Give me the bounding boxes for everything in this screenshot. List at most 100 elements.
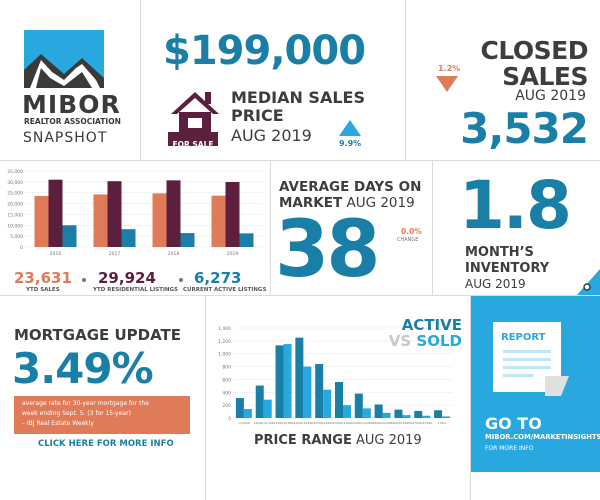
mortgage-desc-box: average rate for 30-year mortgage for th… bbox=[14, 396, 190, 434]
logo-panel: MIBOR REALTOR ASSOCIATION SNAPSHOT bbox=[0, 0, 140, 160]
price-bar-7-1 bbox=[382, 412, 391, 418]
price-range-title: PRICE RANGE AUG 2019 bbox=[254, 433, 422, 448]
price-bar-6-0 bbox=[354, 393, 363, 418]
price-bar-2-0 bbox=[275, 345, 284, 418]
price-bar-0-1 bbox=[243, 409, 252, 418]
price-bar-10-0 bbox=[434, 410, 443, 418]
logo-sub: REALTOR ASSOCIATION bbox=[24, 117, 121, 126]
ytd-bar-2018-1 bbox=[166, 180, 181, 247]
mortgage-desc-2: week ending Sept. 5. (3 for 15-year) bbox=[22, 410, 131, 417]
price-x-tick-label: $150K-$199K bbox=[274, 421, 295, 425]
sold-label: SOLD bbox=[416, 332, 462, 350]
vs-sold-label: VS SOLD bbox=[389, 332, 462, 350]
ytd-y-tick-label: 0 bbox=[20, 245, 23, 251]
median-title-2: PRICE bbox=[231, 106, 284, 125]
price-bar-7-0 bbox=[374, 404, 383, 418]
report-url[interactable]: MIBOR.COM/MARKETINSIGHTS bbox=[485, 433, 600, 441]
house-icon bbox=[171, 92, 219, 134]
ytd-bar-2016-1 bbox=[48, 179, 63, 247]
ytd-bar-2018-0 bbox=[152, 193, 167, 247]
bullet-dot-1 bbox=[82, 278, 86, 282]
down-arrow-icon bbox=[436, 76, 458, 92]
ytd-listings-label: YTD RESIDENTIAL LISTINGS bbox=[93, 287, 179, 293]
price-bar-8-1 bbox=[402, 415, 411, 418]
closed-value: 3,532 bbox=[460, 104, 589, 153]
median-price-value: $199,000 bbox=[163, 28, 366, 74]
price-y-tick-label: 200 bbox=[222, 403, 231, 409]
closed-title-1: CLOSED bbox=[480, 36, 589, 65]
dom-market-label: MARKET bbox=[279, 195, 343, 211]
price-bar-5-0 bbox=[335, 382, 343, 418]
ytd-sales-label: YTD SALES bbox=[26, 287, 60, 293]
for-sale-label: FOR SALE bbox=[172, 140, 214, 149]
dom-title-1: AVERAGE DAYS ON bbox=[279, 179, 422, 195]
inventory-panel: 1.8 MONTH’S INVENTORY AUG 2019 bbox=[433, 161, 600, 295]
report-go-to: GO TO bbox=[485, 414, 542, 433]
mortgage-panel: MORTGAGE UPDATE 3.49% average rate for 3… bbox=[0, 296, 205, 500]
price-bar-1-1 bbox=[263, 399, 272, 418]
inventory-period: AUG 2019 bbox=[465, 277, 526, 291]
closed-period: AUG 2019 bbox=[515, 88, 586, 104]
price-bar-4-1 bbox=[323, 389, 332, 418]
snapshot-label: SNAPSHOT bbox=[23, 130, 108, 146]
price-y-tick-label: 400 bbox=[222, 390, 231, 396]
ytd-y-tick-label: 5,000 bbox=[10, 234, 23, 240]
ytd-bar-2019-2 bbox=[239, 233, 254, 247]
price-range-panel: 1,400 1,200 1,000 800 600 400 200 0 <$100K $100K-… bbox=[206, 296, 470, 500]
inventory-value: 1.8 bbox=[459, 167, 572, 244]
price-y-tick-label: 800 bbox=[222, 365, 231, 371]
median-title-1: MEDIAN SALES bbox=[231, 88, 365, 107]
report-binder-icon bbox=[577, 269, 600, 295]
price-x-tick-label: $600K-$699K bbox=[392, 421, 413, 425]
ytd-bar-2016-0 bbox=[34, 195, 49, 247]
active-listings-label: CURRENT ACTIVE LISTINGS bbox=[183, 287, 267, 293]
ytd-bar-2017-0 bbox=[93, 194, 108, 247]
price-x-tick-label: $200K-$249K bbox=[293, 421, 314, 425]
price-bar-8-0 bbox=[394, 409, 403, 418]
ytd-bar-2017-1 bbox=[107, 181, 122, 247]
price-x-tick-label: <$100K bbox=[238, 421, 251, 425]
for-sale-sign: FOR SALE bbox=[168, 132, 218, 149]
ytd-y-tick-label: 10,000 bbox=[7, 223, 23, 229]
price-x-tick-label: $500K-$599K bbox=[373, 421, 394, 425]
median-change: 9.9% bbox=[339, 139, 362, 148]
mortgage-rate: 3.49% bbox=[12, 344, 154, 393]
price-x-tick-label: $400K-$499K bbox=[353, 421, 374, 425]
price-x-tick-label: $250K-$299K bbox=[313, 421, 334, 425]
price-bar-10-1 bbox=[442, 416, 451, 418]
price-y-tick-label: 600 bbox=[222, 377, 231, 383]
mortgage-more-link[interactable]: CLICK HERE FOR MORE INFO bbox=[38, 439, 174, 449]
ytd-listings-value: 29,924 bbox=[98, 269, 156, 287]
ytd-y-tick-label: 25,000 bbox=[7, 191, 23, 197]
report-panel[interactable]: REPORT GO TO MIBOR.COM/MARKETINSIGHTS FO… bbox=[471, 296, 600, 472]
dom-change-label: CHANGE bbox=[397, 237, 419, 243]
ytd-bar-2019-1 bbox=[225, 182, 240, 247]
mortgage-title: MORTGAGE UPDATE bbox=[14, 326, 182, 344]
median-period: AUG 2019 bbox=[231, 126, 312, 145]
dom-change: 0.0% bbox=[401, 227, 422, 236]
ytd-bar-2019-0 bbox=[211, 195, 226, 247]
inventory-title-2: INVENTORY bbox=[465, 261, 550, 276]
mibor-logo-icon bbox=[24, 30, 104, 88]
report-document-icon bbox=[493, 322, 569, 396]
price-bar-9-0 bbox=[414, 410, 423, 418]
price-bar-6-1 bbox=[362, 408, 371, 418]
up-arrow-icon bbox=[339, 120, 361, 136]
price-bar-5-1 bbox=[343, 405, 351, 418]
median-price-panel: $199,000 FOR SALE MEDIAN SALES PRICE AUG… bbox=[141, 0, 405, 160]
price-x-tick-label: $700K-$799K bbox=[412, 421, 433, 425]
price-range-period: AUG 2019 bbox=[355, 433, 422, 448]
price-bar-3-1 bbox=[303, 366, 312, 418]
price-bar-9-1 bbox=[422, 415, 431, 418]
price-y-tick-label: 1,000 bbox=[218, 352, 231, 358]
inventory-title-1: MONTH’S bbox=[465, 245, 534, 260]
report-paper-label: REPORT bbox=[501, 332, 546, 343]
logo-name: MIBOR bbox=[22, 90, 121, 119]
price-x-tick-label: 1.0M+ bbox=[437, 421, 447, 425]
dom-value: 38 bbox=[275, 205, 381, 295]
ytd-sales-value: 23,631 bbox=[14, 269, 72, 287]
price-bar-4-0 bbox=[315, 364, 324, 418]
active-label: ACTIVE bbox=[401, 316, 462, 334]
price-y-tick-label: 0 bbox=[228, 416, 231, 422]
ytd-bar-2017-2 bbox=[121, 229, 136, 247]
